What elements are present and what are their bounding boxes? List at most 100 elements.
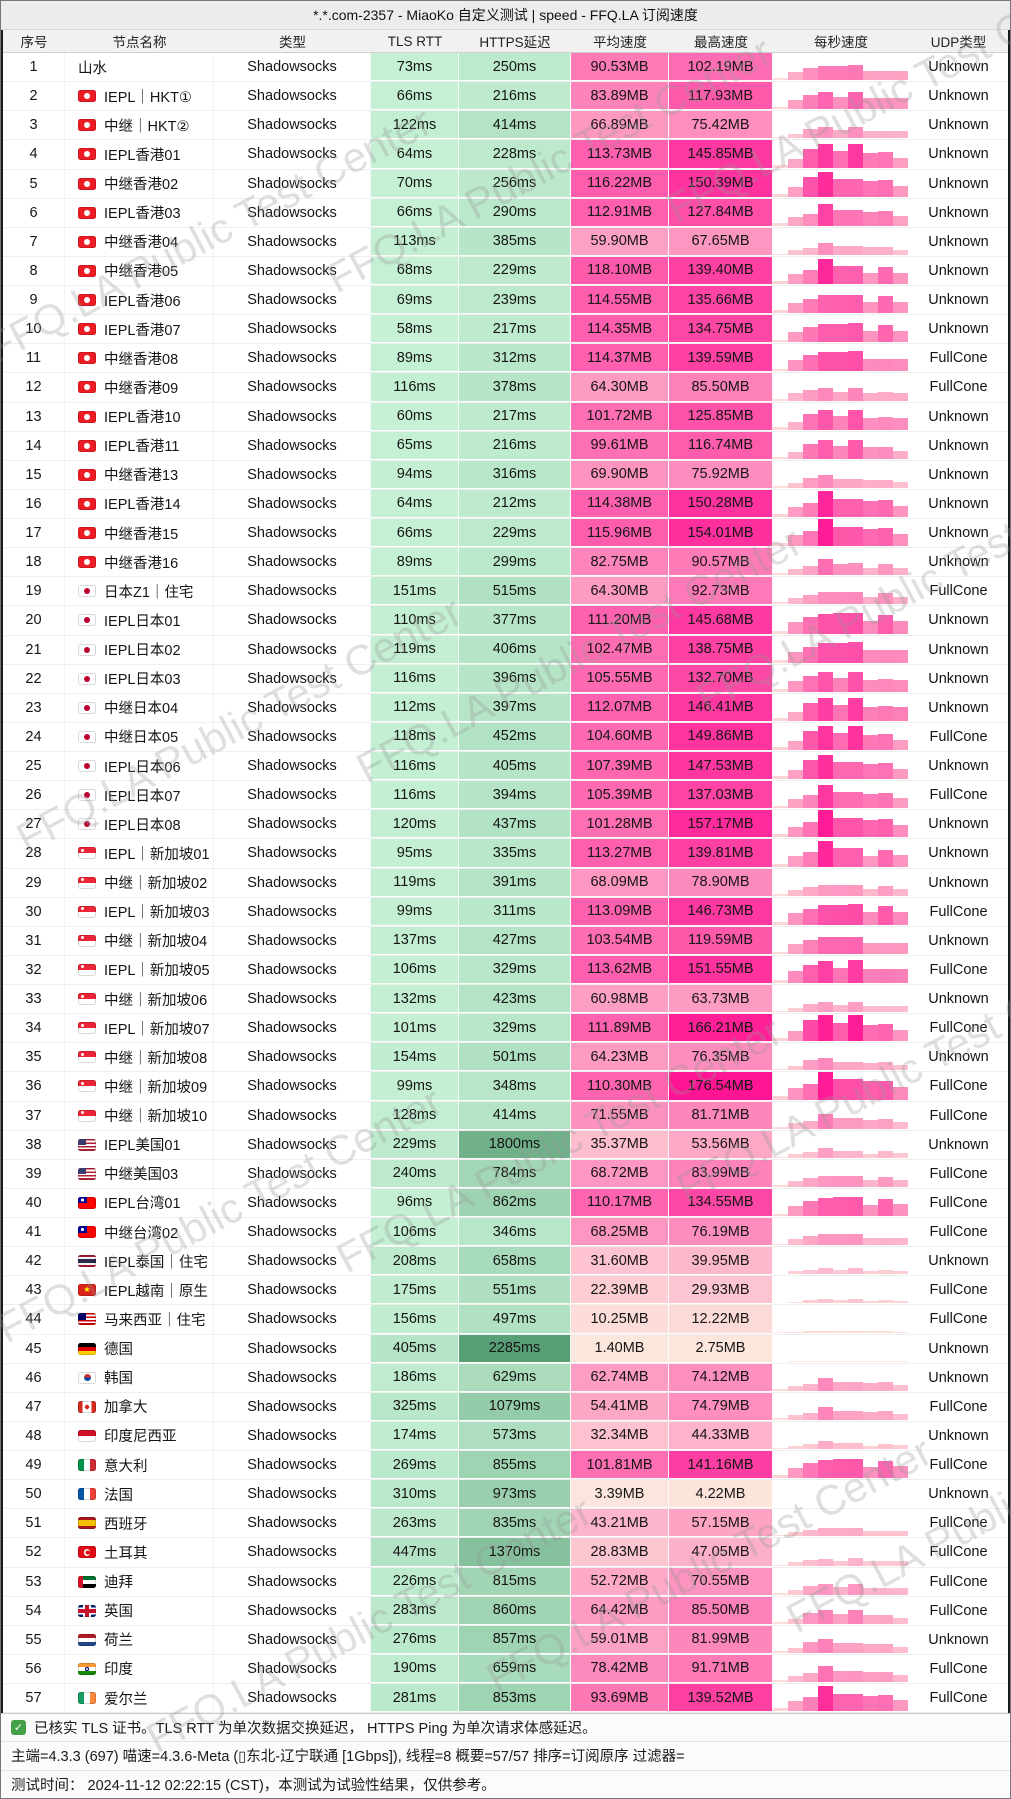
- node-name: IEPL｜新加坡03: [104, 905, 210, 922]
- max-speed-cell: 76.35MB: [669, 1043, 773, 1072]
- speed-bar: [773, 542, 788, 547]
- speed-bar: [818, 1268, 833, 1275]
- node-name-cell: IEPL香港07: [65, 315, 214, 344]
- speed-bar: [818, 491, 833, 517]
- speed-bar: [848, 1410, 863, 1420]
- tls-rtt-cell: 186ms: [371, 1363, 459, 1392]
- node-name-cell: 印度尼西亚: [65, 1421, 214, 1450]
- node-name-cell: 中继日本04: [65, 693, 214, 722]
- speed-bar: [848, 246, 863, 255]
- speed-bar: [893, 1561, 908, 1566]
- speed-bars-chart: [773, 1247, 909, 1276]
- speed-bar: [878, 325, 893, 343]
- tls-rtt-cell: 66ms: [371, 198, 459, 227]
- node-type: Shadowsocks: [214, 519, 371, 548]
- speed-bar: [818, 242, 833, 255]
- table-row: 43 IEPL越南｜原生 Shadowsocks175ms551ms22.39MB2…: [3, 1276, 1008, 1306]
- udp-type-cell: FullCone: [929, 1398, 988, 1415]
- col-header-node-name: 节点名称: [112, 35, 167, 50]
- table-row: 20 IEPL日本01 Shadowsocks 110ms 377ms 111.20MB 1…: [3, 606, 1008, 636]
- speed-bar: [833, 445, 848, 459]
- speed-bar: [788, 944, 803, 954]
- udp-type-cell: Unknown: [928, 292, 989, 309]
- udp-type-cell: FullCone: [929, 583, 988, 600]
- node-name-cell: IEPL日本08: [65, 810, 214, 839]
- footer-note-line: ✓ 已核实 TLS 证书。TLS RTT 为单次数据交换延迟， HTTPS Pi…: [1, 1714, 1010, 1743]
- speed-bar: [833, 1528, 848, 1537]
- footer-time-line: 测试时间： 2024-11-12 02:22:15 (CST)，本测试为试验性结…: [1, 1771, 1010, 1798]
- max-speed-cell: 176.54MB: [669, 1072, 773, 1101]
- node-name-cell: 中继香港16: [65, 548, 214, 577]
- row-number: 9: [3, 286, 65, 315]
- speed-bar: [878, 885, 893, 896]
- speed-bar: [833, 391, 848, 401]
- speed-bar: [773, 1213, 788, 1216]
- https-latency-cell: 551ms: [459, 1276, 571, 1305]
- speed-bar: [803, 617, 818, 634]
- tls-rtt-cell: 99ms: [371, 1072, 459, 1101]
- hk-flag-icon: [78, 410, 96, 423]
- hk-flag-icon: [78, 235, 96, 248]
- speed-bar: [893, 417, 908, 430]
- speed-bar: [893, 330, 908, 343]
- row-number: 53: [3, 1567, 65, 1596]
- udp-type-cell: FullCone: [929, 1690, 988, 1707]
- speed-bar: [863, 735, 878, 750]
- speed-bar: [803, 355, 818, 372]
- max-speed-cell: 139.59MB: [669, 344, 773, 373]
- node-name: 中继｜新加坡09: [104, 1079, 208, 1096]
- speed-bar: [863, 969, 878, 983]
- speed-bar: [863, 679, 878, 692]
- udp-type-cell: Unknown: [928, 1136, 989, 1153]
- speed-bar: [863, 1466, 878, 1479]
- speed-bar: [848, 1610, 863, 1624]
- speed-bar: [833, 1118, 848, 1129]
- speed-bar: [818, 754, 833, 780]
- node-name-cell: IEPL｜新加坡01: [65, 839, 214, 868]
- speed-bar: [893, 98, 908, 110]
- speed-bar: [878, 1024, 893, 1042]
- speed-bar: [773, 310, 788, 314]
- speed-bar: [773, 514, 788, 517]
- row-number: 50: [3, 1480, 65, 1509]
- table-row: 31 中继｜新加坡04 Shadowsocks 137ms 427ms 103.54MB 1…: [3, 926, 1008, 956]
- tls-rtt-cell: 122ms: [371, 111, 459, 140]
- speed-bar: [878, 906, 893, 925]
- speed-bar: [818, 936, 833, 954]
- speed-bar: [818, 1440, 833, 1449]
- speed-bar: [863, 1270, 878, 1275]
- row-number: 42: [3, 1247, 65, 1276]
- avg-speed-cell: 64.30MB: [571, 373, 669, 402]
- speed-bar: [788, 1385, 803, 1391]
- udp-type-cell: Unknown: [928, 1631, 989, 1648]
- title-bar: *.*.com-2357 - MiaoKo 自定义测试 | speed - FF…: [1, 1, 1010, 30]
- speed-bars-chart: [773, 1130, 909, 1159]
- hk-flag-icon: [78, 497, 96, 510]
- speed-bar: [833, 1270, 848, 1275]
- speed-bar: [803, 327, 818, 343]
- tls-rtt-cell: 96ms: [371, 1188, 459, 1217]
- max-speed-cell: 145.85MB: [669, 140, 773, 169]
- speed-bar: [893, 1179, 908, 1187]
- speed-bar: [893, 1587, 908, 1595]
- speed-bar: [818, 1114, 833, 1129]
- speed-bar: [878, 1561, 893, 1566]
- speed-bar: [878, 1614, 893, 1624]
- speed-bar: [788, 483, 803, 488]
- max-speed-cell: 149.86MB: [669, 722, 773, 751]
- table-row: 28 IEPL｜新加坡01 Shadowsocks 95ms 335ms 113.27MB…: [3, 839, 1008, 869]
- speed-bar: [818, 126, 833, 139]
- speed-bar: [863, 1204, 878, 1216]
- node-name-cell: 中继｜HKT②: [65, 111, 214, 140]
- speed-bar: [833, 1234, 848, 1246]
- speed-bar: [848, 440, 863, 459]
- speed-bar: [773, 776, 788, 780]
- speed-bar: [893, 216, 908, 226]
- avg-speed-cell: 113.27MB: [571, 839, 669, 868]
- speed-bars-chart: [773, 519, 909, 548]
- row-number: 57: [3, 1684, 65, 1713]
- speed-bar: [803, 1177, 818, 1187]
- speed-bar: [893, 912, 908, 925]
- https-latency-cell: 346ms: [459, 1218, 571, 1247]
- udp-type-cell: Unknown: [928, 1253, 989, 1270]
